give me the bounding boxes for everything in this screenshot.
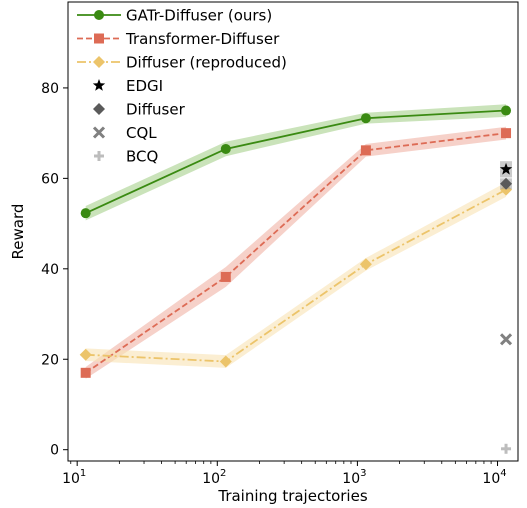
legend-label-1: Transformer-Diffuser bbox=[125, 30, 280, 48]
y-tick-label-3: 60 bbox=[41, 171, 59, 187]
legend-marker-1 bbox=[94, 33, 104, 44]
legend-marker-6 bbox=[94, 151, 104, 161]
x-tick-label-1: 102 bbox=[202, 468, 226, 487]
x-tick-label-0: 101 bbox=[62, 468, 86, 487]
legend-marker-5-stroke-b bbox=[92, 126, 106, 139]
line-series-1 bbox=[85, 132, 507, 374]
legend-label-6: BCQ bbox=[126, 148, 158, 166]
x-tick-label-3: 104 bbox=[482, 468, 506, 487]
x-axis-ticks: 101 102 103 104 bbox=[62, 461, 507, 487]
legend: GATr-Diffuser (ours) Transformer-Diffuser… bbox=[77, 7, 287, 166]
point-series-1-0 bbox=[80, 367, 91, 378]
baseline-markers bbox=[499, 161, 513, 454]
y-tick-label-1: 20 bbox=[41, 352, 59, 368]
legend-label-3: EDGI bbox=[126, 77, 163, 95]
x-tick-label-2: 103 bbox=[342, 468, 366, 487]
point-series-1-1 bbox=[220, 271, 231, 282]
baseline-marker-1 bbox=[500, 177, 513, 190]
legend-entry-6: BCQ bbox=[94, 148, 158, 166]
line-series-0 bbox=[85, 109, 507, 215]
legend-entry-1: Transformer-Diffuser bbox=[77, 30, 280, 48]
legend-entry-4: Diffuser bbox=[93, 101, 186, 119]
plot-frame bbox=[67, 1, 519, 462]
y-tick-label-0: 0 bbox=[50, 443, 59, 459]
y-axis-label: Reward bbox=[9, 204, 27, 260]
legend-entry-5: CQL bbox=[92, 124, 157, 142]
point-series-0-0 bbox=[80, 208, 91, 219]
point-series-2-1 bbox=[219, 355, 232, 368]
y-tick-label-4: 80 bbox=[41, 81, 59, 97]
legend-entry-0: GATr-Diffuser (ours) bbox=[77, 7, 272, 25]
y-axis-ticks: 0 20 40 60 80 bbox=[41, 81, 68, 459]
series-lines bbox=[79, 105, 513, 378]
legend-label-2: Diffuser (reproduced) bbox=[126, 54, 287, 72]
baseline-marker-0 bbox=[499, 162, 513, 175]
confidence-bands bbox=[85, 104, 507, 379]
legend-marker-3 bbox=[92, 79, 106, 91]
legend-label-5: CQL bbox=[126, 124, 157, 142]
legend-marker-0 bbox=[94, 10, 104, 20]
band-series-0 bbox=[85, 104, 507, 221]
point-series-0-3 bbox=[501, 105, 512, 116]
legend-marker-5 bbox=[92, 126, 106, 139]
point-series-2-2 bbox=[359, 258, 372, 271]
point-series-1-3 bbox=[501, 128, 512, 139]
point-series-0-1 bbox=[220, 143, 231, 154]
legend-entry-2: Diffuser (reproduced) bbox=[77, 54, 287, 72]
legend-marker-4 bbox=[93, 103, 105, 115]
x-axis-label: Training trajectories bbox=[217, 487, 367, 505]
baseline-marker-2 bbox=[499, 333, 513, 346]
axes bbox=[67, 1, 519, 462]
point-series-1-2 bbox=[360, 145, 371, 156]
point-series-2-0 bbox=[79, 348, 92, 361]
y-tick-label-2: 40 bbox=[41, 262, 59, 278]
legend-label-0: GATr-Diffuser (ours) bbox=[126, 7, 272, 25]
point-series-0-2 bbox=[360, 113, 371, 124]
baseline-marker-3 bbox=[501, 443, 512, 454]
legend-entry-3: EDGI bbox=[92, 77, 163, 95]
legend-marker-2 bbox=[93, 56, 105, 68]
baseline-marker-2-stroke-b bbox=[499, 333, 513, 346]
line-series-2 bbox=[85, 188, 507, 363]
legend-label-4: Diffuser bbox=[126, 101, 186, 119]
